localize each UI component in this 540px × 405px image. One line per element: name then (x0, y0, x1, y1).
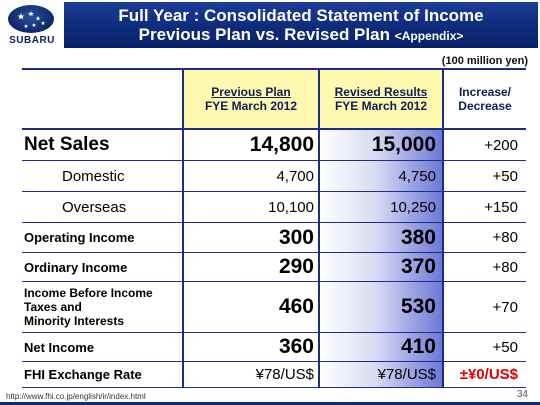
table-row: Overseas 10,100 10,250 +150 (22, 192, 526, 223)
prev-value: 360 (278, 335, 314, 358)
page-number: 34 (516, 389, 528, 400)
header-inc-line2: Decrease (458, 99, 512, 113)
inc-value: +150 (484, 198, 518, 216)
inc-value: +80 (492, 229, 518, 246)
subaru-logo: SUBARU (2, 2, 62, 48)
row-label: Domestic (62, 167, 125, 185)
table-header-row: Previous Plan FYE March 2012 Revised Res… (22, 70, 526, 130)
row-label-line3: Minority Interests (24, 314, 125, 328)
prev-value: 14,800 (249, 133, 314, 156)
inc-value: +70 (492, 298, 518, 316)
prev-value: 4,700 (276, 167, 314, 185)
inc-value: ±¥0/US$ (459, 366, 518, 383)
row-label: Income Before Income Taxes and Minority … (24, 286, 153, 328)
rev-value: 370 (400, 255, 436, 278)
header-rev-line1: Revised Results (334, 85, 428, 99)
table-row: Domestic 4,700 4,750 +50 (22, 161, 526, 192)
footer-rule (0, 402, 540, 405)
header-prev-line1: Previous Plan (211, 85, 291, 99)
row-label: Overseas (62, 198, 127, 216)
table-row: FHI Exchange Rate ¥78/US$ ¥78/US$ ±¥0/US… (22, 362, 526, 388)
header-prev-line2: FYE March 2012 (204, 99, 298, 113)
header-blank (22, 70, 182, 128)
header-increase-decrease: Increase/ Decrease (442, 70, 526, 128)
row-label: Net Income (24, 339, 95, 355)
table-row: Net Income 360 410 +50 (22, 333, 526, 362)
inc-value: +200 (484, 136, 518, 154)
header-inc-line1: Increase/ (458, 85, 512, 99)
prev-value: 10,100 (268, 198, 314, 216)
title-banner: Full Year : Consolidated Statement of In… (64, 2, 538, 48)
page-title: Full Year : Consolidated Statement of In… (118, 6, 484, 25)
row-label: Net Sales (24, 134, 110, 155)
row-label-line2: Taxes and (24, 300, 82, 314)
header-previous-plan: Previous Plan FYE March 2012 (182, 70, 318, 128)
table-row: Income Before Income Taxes and Minority … (22, 282, 526, 333)
rev-value: 530 (400, 295, 436, 318)
row-label: Operating Income (24, 230, 135, 245)
table-row: Ordinary Income 290 370 +80 (22, 253, 526, 282)
rev-value: 410 (400, 335, 436, 358)
rev-value: 4,750 (398, 167, 436, 185)
unit-note: (100 million yen) (441, 55, 528, 67)
inc-value: +50 (492, 338, 518, 356)
page-subtitle: Previous Plan vs. Revised Plan <Appendix… (64, 25, 538, 45)
inc-value: +50 (492, 167, 518, 185)
table-top-border (22, 68, 526, 70)
appendix-tag: <Appendix> (394, 29, 464, 43)
rev-value: 15,000 (371, 133, 436, 156)
table-row: Operating Income 300 380 +80 (22, 223, 526, 253)
pleiades-stars-icon (8, 5, 54, 33)
rev-value: 10,250 (390, 198, 436, 216)
inc-value: +80 (492, 258, 518, 276)
footer-url: http://www.fhi.co.jp/english/ir/index.ht… (6, 392, 146, 401)
prev-value: 300 (278, 225, 314, 249)
row-label: Ordinary Income (24, 259, 128, 275)
row-label: FHI Exchange Rate (24, 367, 142, 382)
prev-value: 460 (278, 295, 314, 318)
row-label-line1: Income Before Income (24, 286, 153, 300)
prev-value: ¥78/US$ (255, 366, 314, 383)
brand-wordmark: SUBARU (9, 35, 55, 46)
subtitle-main: Previous Plan vs. Revised Plan (138, 25, 390, 44)
prev-value: 290 (278, 255, 314, 278)
rev-value: 380 (400, 225, 436, 249)
header-rev-line2: FYE March 2012 (334, 99, 428, 113)
table-row: Net Sales 14,800 15,000 +200 (22, 130, 526, 161)
rev-value: ¥78/US$ (377, 366, 436, 383)
header-revised-results: Revised Results FYE March 2012 (318, 70, 442, 128)
